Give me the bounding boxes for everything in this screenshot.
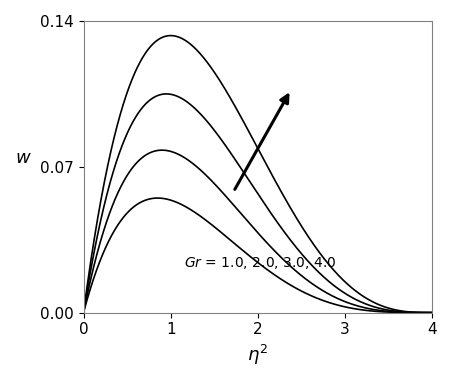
Text: $\mathit{Gr}$ = 1.0, 2.0, 3.0, 4.0: $\mathit{Gr}$ = 1.0, 2.0, 3.0, 4.0: [184, 255, 336, 271]
Y-axis label: $w$: $w$: [15, 149, 32, 167]
X-axis label: $\eta^{2}$: $\eta^{2}$: [247, 343, 268, 367]
